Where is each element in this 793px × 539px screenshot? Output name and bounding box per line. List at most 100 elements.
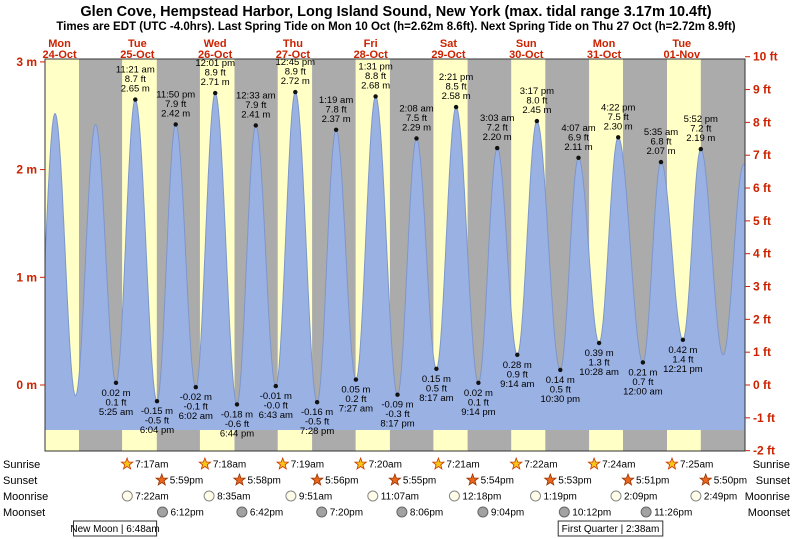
tide-low-label: 0.9 ft	[507, 369, 528, 380]
sunset-time: 5:59pm	[170, 476, 203, 487]
tide-extreme-dot	[395, 392, 400, 397]
tide-extreme-dot	[193, 385, 198, 390]
moon-phase-box	[557, 520, 664, 537]
tide-low-label: 0.15 m	[422, 374, 451, 385]
sunrise-star-icon	[431, 456, 446, 470]
right-axis-label: 1 ft	[753, 345, 771, 359]
tide-high-label: 7.2 ft	[690, 124, 711, 135]
chart-root: 0 m 1 m 2 m 3 m -2 ft -1 ft 0 ft 1 ft 2 ft 3 ft 4 …	[3, 38, 790, 537]
tide-extreme-dot	[414, 136, 419, 141]
sunset-star-icon	[698, 472, 713, 486]
tide-extreme-dot	[293, 89, 298, 95]
tide-high-label: 2.71 m	[201, 77, 230, 88]
right-axis-label: -1 ft	[753, 411, 775, 425]
tide-low-label: 0.21 m	[628, 367, 657, 378]
moonset-time: 7:20pm	[330, 508, 363, 519]
sunset-star-icon	[465, 472, 480, 486]
moonrise-icon	[610, 490, 622, 502]
tide-high-label: 2.65 m	[121, 84, 150, 95]
tide-low-label: 10:30 pm	[540, 394, 580, 405]
left-axis-label: 0 m	[16, 378, 37, 392]
tide-extreme-dot	[576, 155, 581, 160]
tide-low-label: 0.1 ft	[105, 397, 126, 408]
tide-low-label: 6:43 am	[259, 410, 293, 421]
tide-high-label: 8.7 ft	[125, 74, 146, 85]
day-label-name: Mon	[593, 38, 616, 50]
day-label-date: 24-Oct	[42, 49, 77, 61]
tide-high-label: 5:35 am	[644, 127, 678, 138]
sunrise-time: 7:24am	[602, 460, 635, 471]
tide-high-label: 4:07 am	[561, 123, 595, 134]
tide-low-label: 0.2 ft	[345, 394, 366, 405]
tide-high-label: 1:19 am	[319, 95, 353, 106]
tide-high-label: 2.37 m	[322, 114, 351, 125]
day-label-name: Tue	[128, 38, 147, 50]
moonrise-icon	[448, 490, 460, 502]
right-axis-label: 2 ft	[753, 312, 771, 326]
tide-extreme-dot	[434, 366, 439, 371]
tide-high-label: 2.68 m	[361, 80, 390, 91]
moonrise-icon	[203, 490, 215, 502]
sunset-time: 5:51pm	[636, 476, 669, 487]
sunrise-time: 7:22am	[524, 460, 557, 471]
sunrise-star-icon	[509, 456, 523, 470]
tide-low-label: 0.14 m	[546, 375, 575, 386]
day-label-date: 31-Oct	[587, 49, 622, 61]
tide-high-label: 8.9 ft	[285, 67, 306, 78]
moonrise-icon	[121, 490, 133, 502]
tide-low-label: 1.4 ft	[672, 354, 693, 365]
right-axis-label: 10 ft	[753, 50, 778, 64]
tide-low-label: 0.5 ft	[550, 384, 571, 395]
tide-high-label: 8.5 ft	[446, 82, 467, 93]
tide-high-label: 2.11 m	[564, 142, 592, 153]
tide-extreme-dot	[273, 383, 278, 389]
tide-high-label: 7.2 ft	[487, 123, 508, 134]
tide-high-label: 2.07 m	[646, 146, 675, 157]
right-axis-label: 7 ft	[753, 148, 771, 162]
tide-extreme-dot	[534, 118, 540, 124]
moonrise-row-label-left: Moonrise	[3, 491, 48, 503]
tide-low-label: 8:17 pm	[380, 419, 414, 430]
tide-area	[45, 92, 745, 430]
tide-high-label: 2.58 m	[442, 91, 471, 102]
tide-high-label: 8.9 ft	[205, 68, 226, 79]
tide-extreme-dot	[133, 97, 138, 102]
tide-high-label: 6.9 ft	[568, 132, 589, 143]
tide-extreme-dot	[698, 146, 703, 152]
moonset-icon	[477, 506, 489, 518]
tide-high-label: 7.5 ft	[406, 113, 427, 124]
moonrise-time: 12:18pm	[462, 492, 501, 503]
sunset-time: 5:54pm	[481, 476, 514, 487]
right-axis-label: -2 ft	[753, 444, 775, 458]
tide-extreme-dot	[113, 380, 119, 385]
tide-low-label: -0.15 m	[141, 406, 173, 417]
moonrise-icon	[690, 490, 702, 502]
day-label-date: 26-Oct	[198, 49, 233, 61]
tide-low-label: 7:28 pm	[300, 426, 334, 437]
day-label-name: Thu	[283, 38, 303, 50]
moon-phase-label: First Quarter | 2:38am	[562, 524, 660, 535]
tide-high-label: 2.42 m	[161, 108, 190, 119]
page-title: Glen Cove, Hempstead Harbor, Long Island…	[80, 4, 711, 20]
sunset-star-icon	[388, 472, 402, 486]
tide-high-label: 2.30 m	[604, 121, 633, 132]
moonrise-time: 2:09pm	[624, 492, 657, 503]
tide-high-label: 11:50 pm	[156, 89, 195, 100]
tide-low-label: 10:28 am	[579, 367, 619, 378]
sunset-star-icon	[621, 472, 635, 486]
day-label-name: Sun	[516, 38, 537, 50]
tide-high-label: 12:01 pm	[195, 58, 235, 69]
moonset-icon	[640, 506, 652, 518]
tide-low-label: 0.05 m	[341, 385, 370, 396]
tide-high-label: 7.8 ft	[326, 104, 347, 115]
right-axis-label: 9 ft	[753, 83, 771, 97]
tide-extreme-dot	[453, 104, 459, 110]
sunrise-time: 7:25am	[680, 460, 713, 471]
sunset-star-icon	[154, 472, 169, 486]
tide-high-label: 2.19 m	[686, 133, 715, 144]
right-axis-label: 4 ft	[753, 247, 771, 261]
left-axis-label: 2 m	[16, 163, 37, 177]
tide-low-label: 0.42 m	[668, 345, 697, 356]
tide-high-label: 8.8 ft	[365, 71, 386, 82]
